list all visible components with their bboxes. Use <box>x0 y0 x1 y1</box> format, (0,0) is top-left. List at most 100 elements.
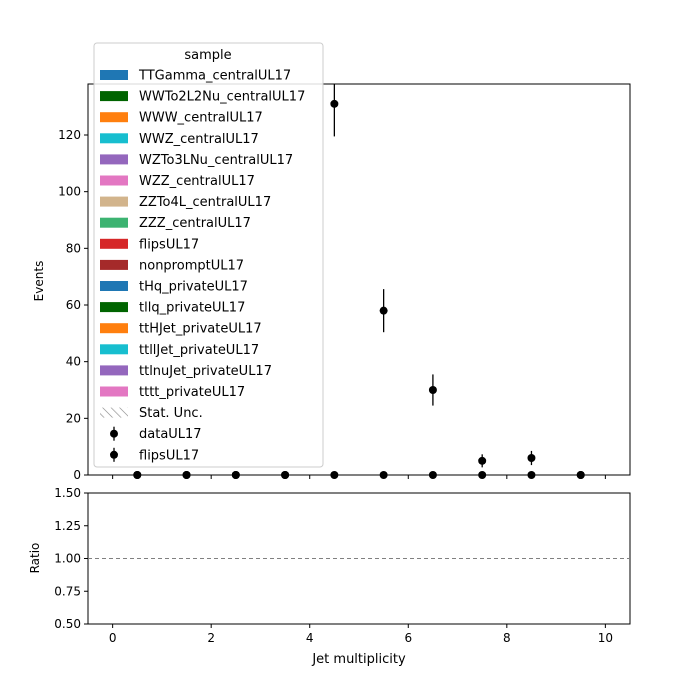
legend-frame <box>93 42 324 468</box>
legend-label: WWW_centralUL17 <box>139 111 263 126</box>
x-tick-label: 0 <box>109 631 117 645</box>
legend-swatch <box>100 196 128 207</box>
legend-entry: Stat. Unc. <box>100 406 203 421</box>
data-point <box>182 471 191 479</box>
main-y-tick-label: 100 <box>58 185 81 199</box>
x-tick-label: 2 <box>207 631 215 645</box>
x-tick-label: 6 <box>404 631 412 645</box>
legend-entry: WZTo3LNu_centralUL17 <box>100 153 293 168</box>
legend-label: ttlnuJet_privateUL17 <box>139 364 272 379</box>
data-point <box>231 471 240 479</box>
legend-swatch <box>100 238 128 249</box>
data-point <box>478 471 487 479</box>
legend-label: flipsUL17 <box>139 237 199 252</box>
main-data-marks <box>133 84 585 479</box>
legend-entry: tHq_privateUL17 <box>100 280 248 295</box>
legend-swatch <box>100 91 128 102</box>
legend-label: tttt_privateUL17 <box>139 385 245 400</box>
legend-label: WWTo2L2Nu_centralUL17 <box>139 90 305 105</box>
x-axis-label: Jet multiplicity <box>311 652 406 667</box>
legend-label: WZZ_centralUL17 <box>139 174 255 189</box>
ratio-y-axis-label: Ratio <box>28 543 42 574</box>
legend-swatch <box>100 281 128 291</box>
legend-entry: WWTo2L2Nu_centralUL17 <box>100 90 305 105</box>
data-point <box>428 471 437 479</box>
legend-swatch <box>100 70 128 80</box>
ratio-y-axis: 0.50 0.75 1.00 1.25 1.50 <box>54 486 88 631</box>
legend-entry: ttllJet_privateUL17 <box>100 343 259 358</box>
legend-swatch <box>100 302 128 313</box>
legend-label: flipsUL17 <box>139 448 199 463</box>
data-point <box>478 456 487 465</box>
legend-label: ttHJet_privateUL17 <box>139 322 262 337</box>
legend-entry: ttHJet_privateUL17 <box>100 322 262 337</box>
legend-entry: TTGamma_centralUL17 <box>100 69 291 84</box>
legend-entry: WWW_centralUL17 <box>100 111 263 126</box>
data-point <box>281 471 290 479</box>
legend-label: TTGamma_centralUL17 <box>138 69 291 84</box>
legend-label: dataUL17 <box>139 427 202 442</box>
legend-entry: dataUL17 <box>110 426 202 442</box>
legend-label: ZZTo4L_centralUL17 <box>139 195 271 210</box>
data-point <box>428 386 437 394</box>
ratio-y-tick-label: 1.25 <box>54 519 81 533</box>
ratio-y-tick-label: 0.50 <box>54 617 81 631</box>
main-y-tick-label: 40 <box>66 355 81 369</box>
main-y-tick-label: 0 <box>73 468 81 482</box>
legend-entry: flipsUL17 <box>110 447 199 463</box>
legend-label: Stat. Unc. <box>139 406 203 421</box>
legend-swatch <box>100 217 128 228</box>
legend-label: tllq_privateUL17 <box>139 301 245 316</box>
data-point <box>527 454 536 462</box>
ratio-plot-area <box>87 492 631 625</box>
legend-swatch <box>100 323 128 334</box>
data-point <box>379 306 388 315</box>
legend-swatch <box>100 133 128 144</box>
legend-label: nonpromptUL17 <box>139 258 244 273</box>
ratio-y-tick-label: 1.00 <box>54 552 81 566</box>
legend-label: tHq_privateUL17 <box>139 280 248 295</box>
legend-entries: TTGamma_centralUL17 WWTo2L2Nu_centralUL17… <box>100 69 305 463</box>
main-y-tick-label: 60 <box>66 298 81 312</box>
data-point <box>330 99 339 108</box>
legend-marker <box>110 429 118 438</box>
main-y-axis: 0 20 40 60 80 100 120 <box>58 128 88 482</box>
legend-entry: ZZTo4L_centralUL17 <box>100 195 271 210</box>
main-y-axis-label: Events <box>32 261 46 302</box>
ratio-y-tick-label: 1.50 <box>54 486 81 500</box>
ratio-panel: 0.50 0.75 1.00 1.25 1.50 0 2 4 6 8 10 Ratio Jet m… <box>28 486 631 667</box>
legend-swatch <box>100 365 128 376</box>
legend-swatch <box>100 175 128 186</box>
data-point <box>576 471 585 479</box>
legend: sample TTGamma_centralUL17 WWTo2L2Nu_cent… <box>93 42 324 468</box>
main-x-ticks <box>112 475 606 479</box>
legend-marker <box>110 450 118 459</box>
legend-swatch <box>100 344 128 355</box>
x-tick-label: 4 <box>306 631 314 645</box>
legend-entry: WWZ_centralUL17 <box>100 132 259 147</box>
main-y-tick-label: 20 <box>66 411 81 425</box>
data-point <box>527 471 536 479</box>
ratio-y-tick-label: 0.75 <box>54 584 81 598</box>
x-tick-label: 10 <box>598 631 613 645</box>
legend-swatch <box>100 386 128 397</box>
main-y-tick-label: 80 <box>66 241 81 255</box>
data-point <box>330 471 339 479</box>
legend-swatch <box>100 112 128 123</box>
legend-label: ZZZ_centralUL17 <box>139 216 251 231</box>
legend-swatch <box>100 154 128 165</box>
legend-entry: nonpromptUL17 <box>100 258 244 273</box>
legend-hatch-swatch <box>100 407 128 418</box>
legend-label: WWZ_centralUL17 <box>139 132 259 147</box>
main-y-tick-label: 120 <box>58 128 81 142</box>
legend-label: ttllJet_privateUL17 <box>139 343 259 358</box>
legend-entry: tttt_privateUL17 <box>100 385 245 400</box>
legend-entry: ttlnuJet_privateUL17 <box>100 364 272 379</box>
legend-swatch <box>100 259 128 270</box>
x-tick-label: 8 <box>503 631 511 645</box>
legend-entry: tllq_privateUL17 <box>100 301 245 316</box>
data-point <box>133 471 142 479</box>
data-point <box>379 471 388 479</box>
legend-entry: flipsUL17 <box>100 237 199 252</box>
legend-title: sample <box>184 48 231 63</box>
